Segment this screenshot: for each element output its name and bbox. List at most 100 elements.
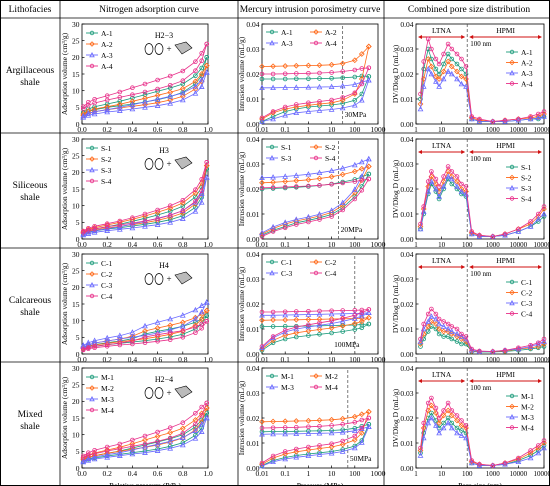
data-point — [282, 112, 289, 118]
lithofacies-label: Argillaceous — [6, 66, 55, 76]
legend-entry: M-3 — [521, 413, 534, 422]
y-tick-label: 0.00 — [400, 235, 413, 244]
data-point — [502, 232, 508, 238]
data-point — [425, 65, 432, 72]
data-point — [282, 311, 289, 318]
legend-entry: C-3 — [521, 299, 533, 308]
data-point — [541, 210, 547, 217]
data-point — [459, 341, 464, 347]
legend-entry: C-2 — [101, 270, 113, 279]
data-point — [449, 336, 455, 342]
data-point — [193, 330, 198, 336]
data-point — [155, 216, 160, 222]
data-point — [198, 308, 205, 315]
data-point — [293, 172, 300, 178]
data-point — [154, 433, 161, 440]
data-point — [203, 414, 210, 421]
series-line — [83, 72, 208, 117]
data-point — [509, 81, 515, 86]
data-point — [358, 411, 365, 418]
data-point — [365, 77, 372, 83]
legend-entry: A-1 — [101, 29, 113, 38]
data-point — [282, 63, 289, 69]
data-point — [89, 156, 95, 162]
data-point — [468, 347, 475, 353]
series-line — [261, 309, 369, 347]
data-point — [270, 71, 276, 77]
data-point — [436, 61, 442, 67]
data-point — [428, 402, 435, 409]
data-point — [270, 109, 276, 114]
data-point — [270, 458, 276, 465]
data-point — [445, 51, 451, 57]
mercury-chart: 0.000.010.020.030.040.01 0.1 1 10 100 1000Int… — [237, 364, 386, 486]
data-point — [527, 454, 534, 461]
legend-entry: S-1 — [521, 163, 532, 172]
x-tick-label: 0.01 — [255, 240, 268, 249]
data-point — [199, 325, 205, 331]
data-point — [129, 98, 136, 105]
data-point — [199, 177, 205, 182]
legend-entry: A-3 — [521, 69, 533, 78]
data-point — [418, 445, 423, 451]
y-axis-label: Adsorption volume (cm³/g) — [60, 376, 69, 459]
legend-entry: M-4 — [325, 383, 338, 392]
data-point — [155, 207, 160, 213]
data-point — [366, 321, 372, 327]
data-point — [167, 435, 173, 441]
data-point — [541, 204, 547, 209]
data-point — [313, 144, 319, 150]
data-point — [204, 160, 210, 165]
data-point — [425, 179, 431, 184]
data-point — [305, 447, 312, 453]
data-point — [167, 217, 173, 223]
data-point — [448, 175, 455, 182]
hysteresis-type-label: H2−4 — [155, 375, 173, 384]
data-point — [167, 97, 174, 103]
data-point — [445, 415, 451, 421]
y-tick-label: 0.03 — [400, 389, 413, 398]
data-point — [433, 185, 439, 192]
data-point — [104, 93, 110, 98]
data-point — [282, 178, 289, 185]
data-point — [340, 207, 346, 213]
data-point — [317, 76, 322, 81]
legend-entry: S-2 — [101, 155, 112, 164]
data-point — [436, 316, 442, 322]
data-point — [306, 308, 311, 314]
y-tick-label: 0.02 — [400, 414, 413, 423]
data-point — [359, 188, 365, 193]
data-point — [358, 165, 365, 172]
data-point — [328, 173, 335, 180]
data-point — [366, 421, 372, 427]
pressure-threshold-label: 20MPa — [341, 225, 363, 234]
data-point — [328, 320, 335, 326]
data-point — [293, 177, 300, 184]
legend-entry: M-1 — [521, 392, 534, 401]
data-point — [117, 218, 123, 224]
data-point — [365, 309, 372, 316]
data-point — [313, 155, 319, 161]
ltna-label: LTNA — [432, 370, 452, 379]
data-point — [203, 174, 210, 180]
y-axis-label: DV/Dlog D (mL/g) — [391, 159, 400, 218]
legend-entry: S-2 — [521, 173, 532, 182]
data-point — [436, 193, 442, 199]
data-point — [448, 63, 455, 70]
data-point — [440, 412, 447, 419]
data-point — [454, 339, 460, 344]
legend-entry: S-3 — [101, 166, 112, 175]
x-tick-label: 1000 — [371, 469, 386, 478]
x-tick-label: 1 — [414, 126, 418, 134]
data-point — [476, 462, 483, 468]
y-axis-label: DV/Dlog D (mL/g) — [391, 274, 400, 333]
data-point — [449, 46, 455, 52]
data-point — [142, 322, 148, 329]
data-point — [192, 322, 199, 329]
data-point — [429, 169, 434, 174]
data-point — [477, 461, 482, 467]
mercury-chart: 0.000.010.020.030.040.01 0.1 1 10 100 1000Int… — [237, 135, 386, 249]
data-point — [270, 317, 276, 323]
data-point — [85, 455, 92, 461]
data-point — [509, 413, 515, 420]
